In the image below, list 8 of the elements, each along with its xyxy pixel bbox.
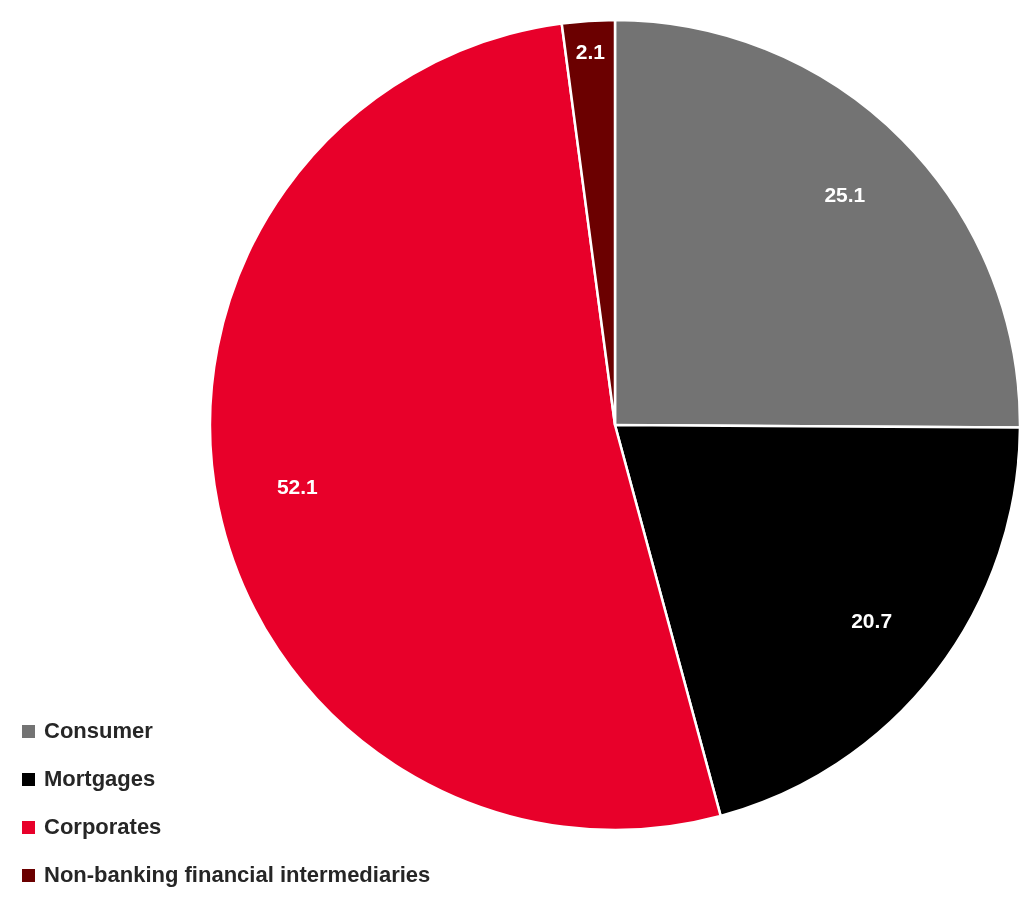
data-label: 2.1 bbox=[575, 39, 606, 63]
legend-label: Non-banking financial intermediaries bbox=[44, 861, 431, 887]
data-label: 20.7 bbox=[851, 609, 893, 633]
legend-label: Corporates bbox=[44, 813, 162, 839]
legend-label: Consumer bbox=[44, 717, 154, 743]
data-label: 25.1 bbox=[824, 183, 866, 207]
data-label: 52.1 bbox=[276, 475, 319, 499]
legend-label: Mortgages bbox=[44, 765, 156, 791]
